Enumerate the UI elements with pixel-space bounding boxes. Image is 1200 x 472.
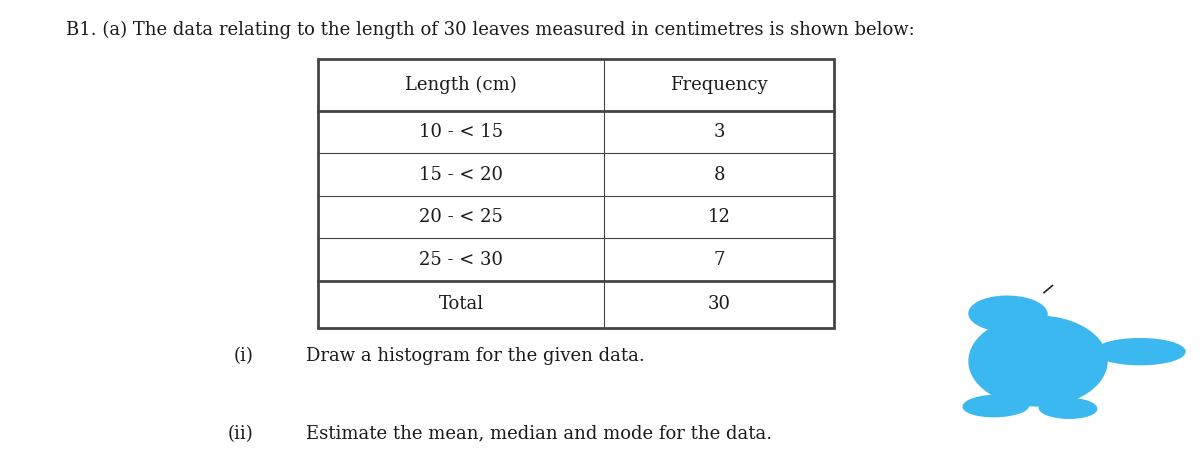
Text: Frequency: Frequency	[671, 76, 768, 94]
Text: 10 - < 15: 10 - < 15	[419, 123, 503, 141]
Bar	[318, 59, 834, 328]
Text: 20 - < 25: 20 - < 25	[419, 208, 503, 226]
Text: 12: 12	[708, 208, 731, 226]
Text: Estimate the mean, median and mode for the data.: Estimate the mean, median and mode for t…	[306, 425, 772, 443]
Ellipse shape	[1039, 398, 1097, 418]
Text: 7: 7	[714, 251, 725, 269]
Text: Total: Total	[439, 295, 484, 313]
Ellipse shape	[970, 316, 1108, 406]
Text: 30: 30	[708, 295, 731, 313]
Ellipse shape	[968, 296, 1048, 331]
Text: 25 - < 30: 25 - < 30	[419, 251, 503, 269]
Ellipse shape	[964, 395, 1028, 417]
Text: Length (cm): Length (cm)	[406, 76, 517, 94]
Text: Draw a histogram for the given data.: Draw a histogram for the given data.	[306, 347, 644, 365]
Text: 3: 3	[714, 123, 725, 141]
Text: (i): (i)	[234, 347, 254, 365]
Text: 15 - < 20: 15 - < 20	[419, 166, 503, 184]
Text: (ii): (ii)	[228, 425, 253, 443]
Ellipse shape	[1096, 338, 1186, 364]
Text: B1. (a) The data relating to the length of 30 leaves measured in centimetres is : B1. (a) The data relating to the length …	[66, 21, 914, 40]
Bar	[318, 59, 834, 328]
Text: 8: 8	[714, 166, 725, 184]
